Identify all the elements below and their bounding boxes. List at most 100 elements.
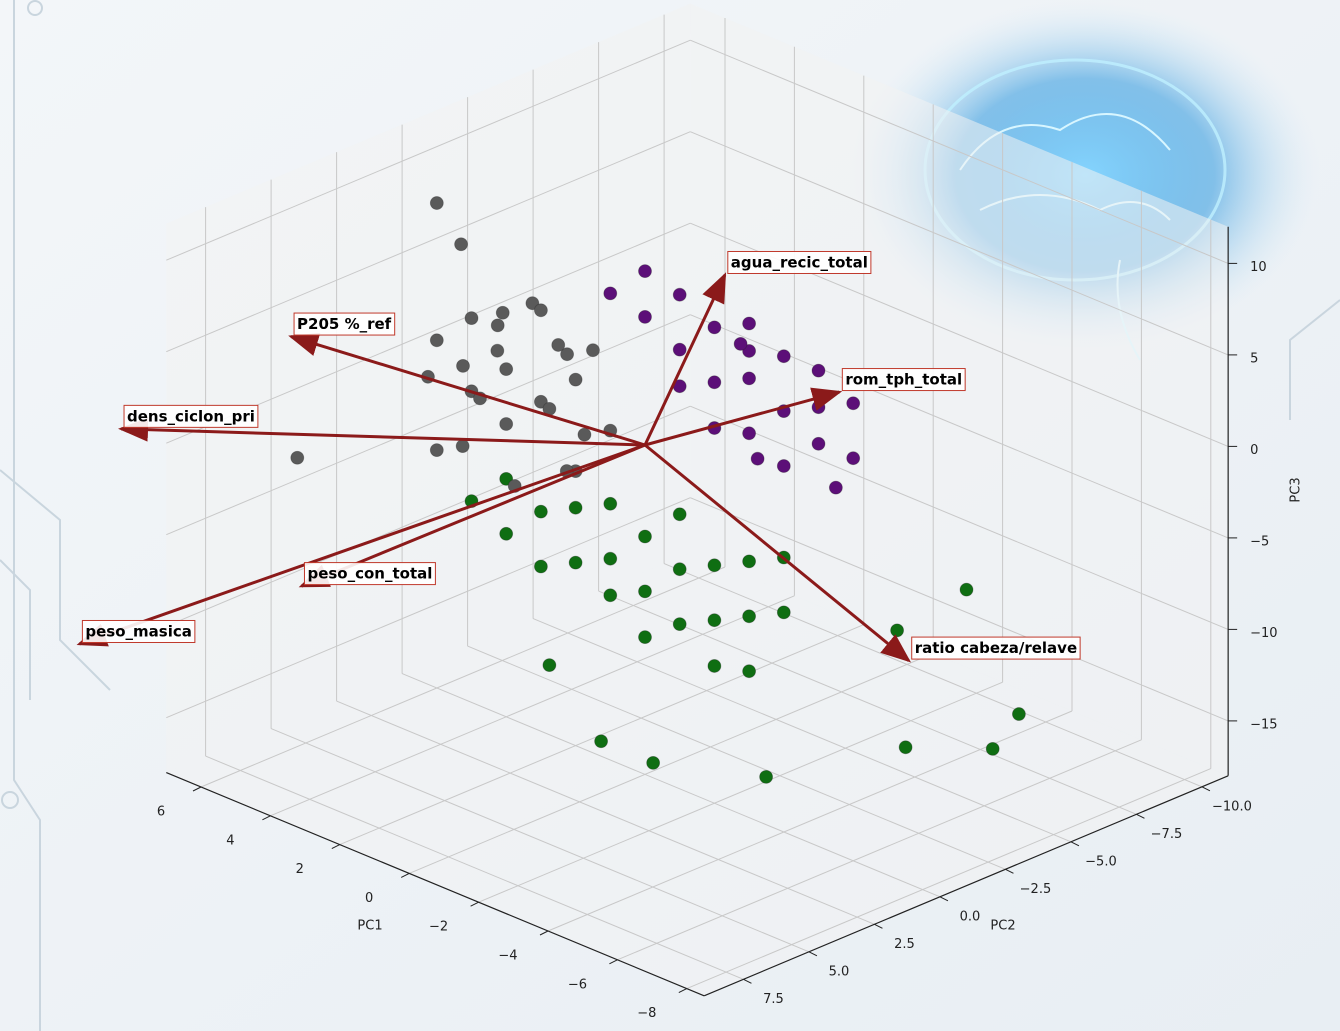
point xyxy=(638,264,652,279)
loading-label-box xyxy=(293,312,396,336)
point xyxy=(638,529,652,544)
loading-arrow xyxy=(76,443,646,647)
point xyxy=(499,526,514,541)
grid-line xyxy=(409,652,934,874)
point xyxy=(603,286,618,301)
x-axis xyxy=(166,772,705,997)
point xyxy=(603,551,618,566)
loading-label-box xyxy=(727,250,872,274)
y-tick-label: −7.5 xyxy=(1151,827,1183,842)
grid-line xyxy=(166,497,691,719)
point xyxy=(1012,707,1026,721)
loading-label: peso_masica xyxy=(85,622,191,640)
point xyxy=(828,480,843,495)
point xyxy=(534,504,548,519)
loading-label: peso_con_total xyxy=(307,565,432,583)
point xyxy=(890,623,904,638)
x-tick xyxy=(262,815,271,821)
point xyxy=(429,333,444,348)
circuit-node xyxy=(1,791,19,809)
point xyxy=(707,558,722,573)
point xyxy=(534,303,548,318)
point xyxy=(898,740,913,755)
point xyxy=(776,459,791,473)
plot-area: 6 4 2 0 −2 −4 −6 −8 −10.0 −7.5 −5.0 −2.5 0.0 2.5 5.0 7.… xyxy=(76,3,1304,1021)
point xyxy=(707,375,722,390)
grid-line xyxy=(617,739,1142,961)
point xyxy=(495,305,510,320)
x-tick xyxy=(470,901,479,907)
x-tick xyxy=(678,988,688,994)
loading-arrow xyxy=(644,387,843,447)
grid-line xyxy=(690,405,1229,630)
point xyxy=(707,613,722,628)
point xyxy=(759,770,773,784)
point xyxy=(638,584,652,599)
grid-line xyxy=(270,595,795,817)
point xyxy=(959,582,974,597)
pane-floor xyxy=(166,552,1229,996)
point xyxy=(707,659,722,673)
point xyxy=(577,427,592,442)
point xyxy=(742,554,756,569)
point xyxy=(672,287,687,302)
point xyxy=(672,507,687,522)
circuit-line xyxy=(0,469,111,691)
circuit-line xyxy=(0,559,31,700)
point xyxy=(455,439,470,454)
point xyxy=(594,734,608,749)
point xyxy=(490,343,505,358)
point xyxy=(742,344,756,358)
point xyxy=(742,664,756,679)
grid-line xyxy=(690,39,1229,264)
point xyxy=(499,417,514,431)
grid-line xyxy=(478,681,1003,903)
point xyxy=(750,451,765,466)
loading-label: P205 %_ref xyxy=(297,315,392,333)
grid-line xyxy=(166,39,691,261)
point xyxy=(811,400,826,415)
grid-line xyxy=(336,700,875,925)
point xyxy=(811,436,826,451)
point xyxy=(290,450,305,465)
loading-label-box xyxy=(81,619,196,643)
point xyxy=(638,630,652,645)
grid-line xyxy=(339,624,864,846)
loading-label: dens_ciclon_pri xyxy=(127,407,255,425)
y-tick xyxy=(1005,868,1014,874)
x-tick-label: 0 xyxy=(365,891,373,906)
point xyxy=(534,394,548,409)
loading-arrow xyxy=(643,272,727,446)
loading-arrow xyxy=(644,443,912,663)
pane-left xyxy=(166,3,691,773)
loading-label-box xyxy=(303,562,436,586)
z-tick-label: −10 xyxy=(1250,626,1277,641)
x-tick-label: 2 xyxy=(296,862,304,877)
point xyxy=(490,318,505,333)
y-tick xyxy=(1136,813,1145,819)
point xyxy=(846,451,861,466)
loading-label: ratio cabeza/relave xyxy=(915,639,1077,657)
point xyxy=(646,755,661,770)
point xyxy=(742,316,756,331)
y-tick-label: −2.5 xyxy=(1020,882,1052,897)
point xyxy=(499,471,514,486)
loading-label-box xyxy=(841,368,966,392)
point xyxy=(846,396,861,411)
loading-label: rom_tph_total xyxy=(845,371,962,389)
x-tick xyxy=(400,872,410,878)
point xyxy=(742,609,756,624)
point xyxy=(733,336,748,351)
y-tick-label: 0.0 xyxy=(960,909,981,924)
point xyxy=(429,443,444,458)
x-tick-label: −2 xyxy=(429,920,448,935)
point xyxy=(672,617,687,631)
y-axis xyxy=(703,775,1229,997)
y-tick-label: 2.5 xyxy=(894,937,915,952)
y-tick-label: −10.0 xyxy=(1212,799,1252,814)
point xyxy=(672,562,687,577)
point xyxy=(429,196,444,210)
z-tick-label: 0 xyxy=(1250,443,1258,458)
